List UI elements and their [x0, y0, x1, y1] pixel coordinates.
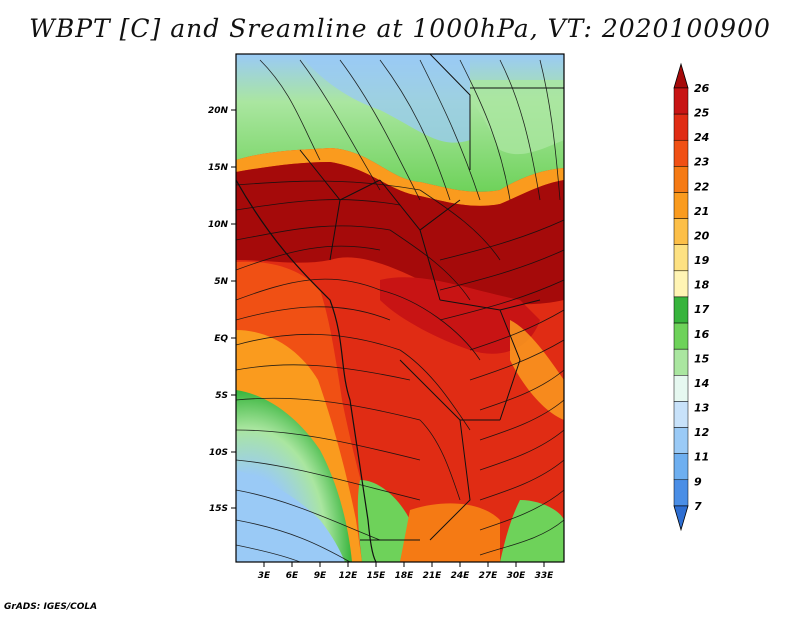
lat-label: 10S [209, 448, 228, 458]
colorbar-swatch [673, 401, 689, 428]
region-sahel-warm [236, 162, 564, 305]
colorbar-swatch [673, 139, 689, 167]
map-field [236, 54, 564, 562]
colorbar-label: 20 [694, 229, 710, 242]
colorbar-label: 17 [694, 303, 710, 316]
lon-label: 27E [479, 571, 499, 581]
lon-label: 3E [258, 571, 271, 581]
colorbar-swatch [673, 166, 689, 193]
lon-label: 30E [507, 571, 527, 581]
colorbar-label: 12 [694, 426, 710, 439]
chart-title: WBPT [C] and Sreamline at 1000hPa, VT: 2… [29, 14, 771, 43]
lon-label: 6E [286, 571, 299, 581]
colorbar-label: 14 [694, 377, 709, 390]
lat-label: 15S [209, 504, 228, 514]
colorbar-swatch [673, 348, 689, 376]
colorbar-label: 9 [694, 475, 702, 488]
lon-label: 18E [395, 571, 415, 581]
lon-label: 33E [535, 571, 555, 581]
colorbar: 26 25 24 23 22 21 20 19 18 17 16 15 14 13 12 11 9 7 [673, 62, 710, 532]
lon-label: 15E [367, 571, 387, 581]
colorbar-swatch [673, 113, 689, 141]
region-south-orange [400, 503, 500, 562]
lon-axis: 3E 6E 9E 12E 15E 18E 21E 24E 27E 30E 33E [258, 562, 554, 581]
lat-label: EQ [214, 334, 228, 344]
lat-label: 5S [215, 391, 228, 401]
colorbar-swatch [673, 453, 689, 481]
colorbar-swatch [673, 322, 689, 350]
colorbar-label: 18 [694, 279, 710, 292]
colorbar-swatch [673, 375, 689, 402]
colorbar-swatch [673, 87, 689, 115]
lon-label: 21E [423, 571, 443, 581]
colorbar-label: 22 [694, 180, 710, 193]
colorbar-label: 26 [694, 82, 710, 95]
region-north-blue [300, 54, 470, 143]
lat-label: 20N [208, 106, 229, 116]
lon-label: 24E [451, 571, 471, 581]
lon-label: 9E [314, 571, 327, 581]
map-frame [235, 53, 565, 563]
region-atlantic-blue [236, 470, 345, 562]
colorbar-swatch [673, 244, 689, 272]
coastline [236, 179, 377, 562]
colorbar-label: 16 [694, 328, 710, 341]
lat-label: 10N [208, 220, 229, 230]
footer-credit: GrADS: IGES/COLA [4, 602, 98, 612]
region-east-lakes [510, 320, 564, 420]
colorbar-swatch [673, 218, 689, 245]
lat-label: 15N [208, 163, 229, 173]
lat-label: 5N [214, 277, 228, 287]
lon-label: 12E [339, 571, 359, 581]
colorbar-swatch [673, 479, 689, 507]
colorbar-label: 21 [694, 205, 709, 218]
lat-axis: 20N 15N 10N 5N EQ 5S 10S 15S [208, 106, 236, 514]
colorbar-label: 19 [694, 254, 710, 267]
region-southeast-green [500, 500, 564, 562]
colorbar-label: 23 [694, 156, 710, 169]
colorbar-label: 13 [694, 402, 710, 415]
colorbar-swatch [673, 270, 689, 298]
colorbar-label: 15 [694, 352, 710, 365]
region-central-basin [380, 277, 540, 354]
colorbar-swatch [673, 296, 689, 324]
streamlines [236, 59, 564, 562]
colorbar-label: 11 [694, 451, 709, 464]
colorbar-label: 7 [694, 500, 702, 513]
colorbar-swatch [673, 427, 689, 454]
colorbar-label: 24 [694, 131, 709, 144]
region-sahel-edge [236, 148, 564, 206]
colorbar-label: 25 [694, 107, 710, 120]
colorbar-bottom-arrow [673, 505, 689, 532]
colorbar-swatch [673, 192, 689, 219]
colorbar-top-arrow [673, 62, 689, 89]
